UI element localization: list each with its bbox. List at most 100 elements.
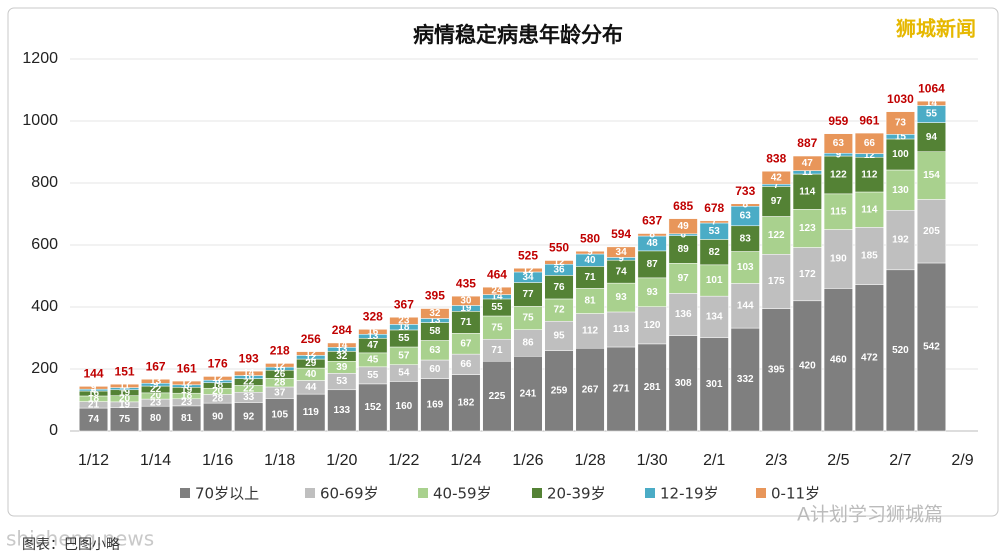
- bar-segment: [823, 193, 853, 230]
- segment-label: 301: [706, 379, 723, 390]
- segment-label: 160: [396, 401, 413, 412]
- bar-segment: [668, 293, 698, 336]
- segment-label: 11: [802, 167, 813, 178]
- bar-segment: [606, 311, 636, 348]
- total-label: 887: [797, 136, 817, 150]
- bar-segment: [358, 383, 388, 432]
- segment-label: 55: [926, 109, 938, 120]
- segment-label: 55: [491, 302, 503, 313]
- segment-label: 97: [771, 196, 783, 207]
- bar-segment: [234, 402, 264, 432]
- segment-label: 241: [520, 388, 537, 399]
- segment-label: 42: [771, 172, 783, 183]
- segment-label: 115: [830, 206, 847, 217]
- segment-label: 36: [553, 264, 565, 275]
- bar-segment: [699, 295, 729, 338]
- total-label: 464: [487, 267, 507, 281]
- legend-label: 60-69岁: [320, 485, 379, 503]
- segment-label: 26: [274, 369, 286, 380]
- legend-swatch: [645, 488, 655, 498]
- segment-label: 9: [618, 253, 624, 264]
- bar-segment: [916, 122, 946, 152]
- segment-label: 34: [522, 272, 534, 283]
- segment-label: 29: [305, 358, 317, 369]
- bar-segment: [885, 138, 915, 171]
- segment-label: 7: [122, 383, 128, 394]
- total-label: 961: [859, 113, 879, 127]
- segment-label: 67: [460, 338, 472, 349]
- segment-label: 63: [740, 211, 752, 222]
- segment-label: 44: [305, 382, 317, 393]
- bar-segment: [761, 170, 791, 185]
- segment-label: 40: [585, 255, 597, 266]
- bar-segment: [482, 286, 512, 295]
- chart-title: 病情稳定病患年龄分布: [413, 23, 623, 47]
- x-tick-label: 1/20: [326, 452, 357, 469]
- bar-segment: [854, 132, 884, 154]
- bar-segment: [761, 186, 791, 217]
- bar-segment: [637, 306, 667, 345]
- total-label: 685: [673, 199, 693, 213]
- y-tick-label: 0: [49, 422, 58, 439]
- segment-label: 8: [184, 381, 190, 392]
- segment-label: 28: [212, 393, 224, 404]
- total-label: 151: [115, 364, 135, 378]
- segment-label: 71: [460, 317, 472, 328]
- segment-label: 119: [303, 407, 320, 418]
- bar-segment: [265, 363, 295, 368]
- segment-label: 58: [429, 326, 441, 337]
- segment-label: 332: [737, 374, 754, 385]
- segment-label: 152: [364, 402, 381, 413]
- segment-label: 175: [768, 276, 785, 287]
- segment-label: 105: [271, 409, 288, 420]
- segment-label: 92: [243, 411, 255, 422]
- total-label: 161: [177, 361, 197, 375]
- segment-label: 271: [613, 384, 630, 395]
- segment-label: 73: [895, 118, 907, 129]
- segment-label: 10: [243, 372, 255, 383]
- legend-swatch: [532, 488, 542, 498]
- segment-label: 63: [833, 138, 845, 149]
- legend-swatch: [756, 488, 766, 498]
- y-tick-label: 200: [31, 360, 58, 377]
- bar-segment: [575, 250, 605, 255]
- segment-label: 542: [923, 342, 940, 353]
- segment-label: 39: [336, 362, 348, 373]
- bar-segment: [761, 308, 791, 432]
- watermark: shicheng.news: [6, 527, 154, 551]
- segment-label: 19: [460, 303, 472, 314]
- segment-label: 93: [616, 292, 628, 303]
- segment-label: 90: [212, 412, 224, 423]
- segment-label: 83: [740, 233, 752, 244]
- segment-label: 114: [799, 186, 816, 197]
- segment-label: 12: [212, 373, 224, 384]
- segment-label: 9: [836, 149, 842, 160]
- segment-label: 33: [243, 392, 255, 403]
- bar-segment: [792, 155, 822, 171]
- segment-label: 47: [802, 158, 814, 169]
- segment-label: 14: [926, 98, 938, 109]
- bar-segment: [792, 209, 822, 248]
- segment-label: 10: [274, 363, 286, 374]
- bar-segment: [885, 111, 915, 135]
- segment-label: 87: [647, 259, 659, 270]
- segment-label: 93: [647, 287, 659, 298]
- bar-segment: [141, 405, 171, 432]
- total-label: 959: [828, 114, 848, 128]
- segment-label: 267: [582, 384, 599, 395]
- bar-segment: [792, 173, 822, 210]
- total-label: 176: [208, 357, 228, 371]
- segment-label: 18: [398, 322, 410, 333]
- segment-label: 281: [644, 382, 661, 393]
- bar-segment: [606, 346, 636, 432]
- segment-label: 13: [429, 315, 441, 326]
- segment-label: 75: [491, 322, 503, 333]
- bar-segment: [296, 393, 326, 432]
- segment-label: 71: [491, 345, 503, 356]
- segment-label: 71: [585, 272, 597, 283]
- segment-label: 182: [458, 397, 475, 408]
- bar-segment: [761, 254, 791, 309]
- total-label: 550: [549, 241, 569, 255]
- bar-segment: [637, 233, 667, 237]
